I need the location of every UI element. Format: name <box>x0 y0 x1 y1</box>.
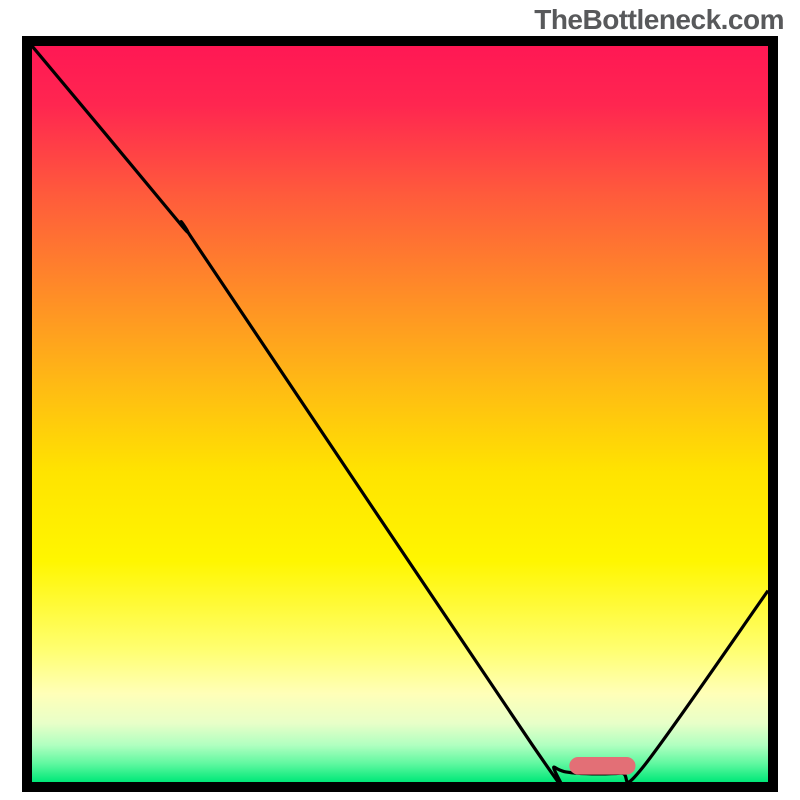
bottleneck-chart <box>32 46 768 782</box>
chart-svg <box>32 46 768 782</box>
watermark-text: TheBottleneck.com <box>534 4 784 36</box>
optimum-marker <box>569 757 635 775</box>
chart-background <box>32 46 768 782</box>
